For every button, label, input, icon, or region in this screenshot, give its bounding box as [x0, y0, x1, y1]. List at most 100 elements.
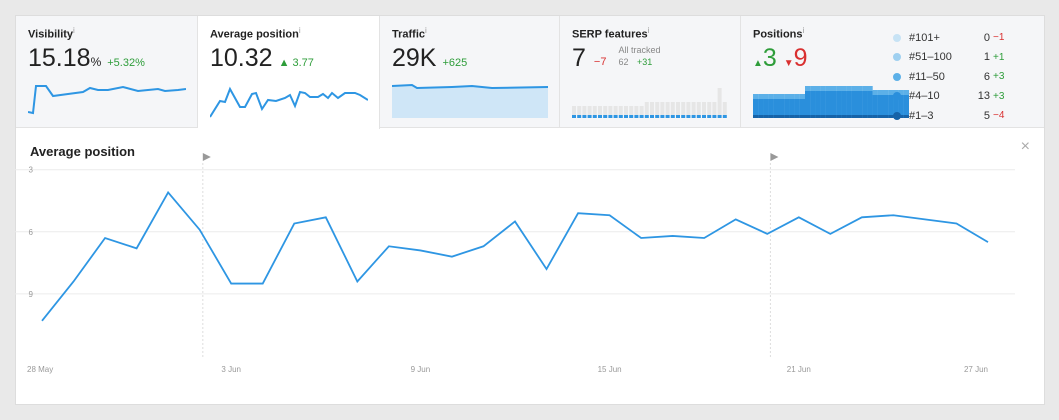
serp-bar-tracked	[712, 115, 717, 118]
card-title: Visibilityi	[28, 26, 75, 41]
y-tick-label: 9	[29, 290, 34, 299]
serp-bar	[587, 106, 592, 115]
serp-bar	[691, 102, 696, 115]
traffic-card[interactable]: Traffici 29K +625	[380, 16, 560, 128]
info-icon[interactable]: i	[73, 26, 75, 35]
legend-label: #101+	[909, 31, 940, 44]
dashboard-panel: Visibilityi 15.18% +5.32% Average positio…	[15, 15, 1045, 405]
positions-bar-4-10	[831, 91, 837, 118]
visibility-card[interactable]: Visibilityi 15.18% +5.32%	[16, 16, 198, 128]
positions-bar-1-3	[872, 115, 878, 118]
close-icon[interactable]: ×	[1020, 138, 1030, 155]
up-arrow-icon: ▲	[753, 57, 763, 69]
positions-bar-1-3	[820, 115, 826, 118]
positions-bar-4-10	[903, 95, 909, 118]
serp-bar	[629, 106, 634, 115]
legend-dot-icon	[893, 53, 901, 62]
positions-bar-1-3	[883, 115, 889, 118]
serp-bar-tracked	[644, 115, 649, 118]
positions-bar-1-3	[888, 115, 894, 118]
positions-bar-1-3	[773, 115, 780, 118]
positions-bar-4-10	[877, 95, 884, 118]
legend-value: 5	[983, 109, 990, 122]
positions-bar-4-10	[836, 91, 842, 118]
positions-bar-4-10	[758, 99, 764, 118]
positions-bar-1-3	[758, 115, 764, 118]
legend-item[interactable]: #1–3 5 −4	[893, 106, 1013, 126]
all-tracked-label: All tracked	[618, 44, 661, 55]
serp-features-card[interactable]: SERP featuresi 7 −7 All tracked 62 +31	[560, 16, 741, 128]
positions-bar-4-10	[893, 95, 899, 118]
positions-bar-1-3	[846, 115, 852, 118]
data-point	[166, 190, 170, 194]
positions-bar-4-10	[888, 95, 894, 118]
legend-item[interactable]: #51–100 1 +1	[893, 48, 1013, 68]
data-point	[72, 279, 76, 283]
serp-bar	[624, 106, 628, 115]
legend-dot-icon	[893, 92, 901, 101]
serp-bar-tracked	[676, 115, 680, 118]
positions-bar-4-10	[862, 91, 868, 118]
info-icon[interactable]: i	[298, 26, 301, 35]
data-point	[355, 279, 359, 283]
serp-bar	[634, 106, 639, 115]
series-line	[41, 190, 989, 322]
positions-bar-1-3	[815, 115, 821, 118]
data-point	[734, 217, 738, 221]
data-point	[860, 215, 864, 219]
visibility-value: 15.18	[28, 43, 91, 72]
data-point	[135, 246, 139, 250]
positions-bar-4-10	[789, 99, 795, 118]
legend-label: #4–10	[909, 90, 940, 103]
serp-value: 7	[572, 43, 586, 72]
visibility-sparkline	[28, 85, 186, 115]
card-title: Traffici	[392, 26, 427, 41]
legend-item[interactable]: #4–10 13 +3	[893, 87, 1013, 107]
data-point	[324, 215, 328, 219]
annotation-flag-icon[interactable]	[770, 153, 779, 161]
serp-bar	[582, 106, 587, 115]
legend-item[interactable]: #11–50 6 +3	[893, 67, 1013, 87]
serp-bar	[717, 88, 722, 115]
serp-bar-tracked	[717, 115, 722, 118]
positions-bar-4-10	[805, 91, 811, 118]
avg-position-delta: ▲ 3.77	[278, 56, 314, 69]
positions-bar-4-10	[810, 91, 816, 118]
info-icon[interactable]: i	[647, 26, 650, 35]
positions-bar-1-3	[789, 115, 795, 118]
legend-label: #51–100	[909, 51, 952, 64]
positions-bar-4-10	[898, 95, 904, 118]
legend-dot-icon	[893, 72, 901, 81]
serp-bar	[639, 106, 644, 115]
legend-delta: −1	[993, 32, 1005, 44]
legend-label: #1–3	[909, 109, 934, 122]
positions-bar-4-10	[815, 91, 821, 118]
data-point	[828, 232, 832, 236]
positions-bar-1-3	[763, 115, 769, 118]
legend-delta: −4	[993, 110, 1005, 122]
serp-bar-tracked	[707, 115, 712, 118]
y-tick-label: 6	[29, 228, 34, 237]
serp-bar	[702, 102, 706, 115]
average-position-card[interactable]: Average positioni 10.32 ▲ 3.77	[198, 16, 380, 129]
legend-value: 0	[983, 31, 990, 44]
info-icon[interactable]: i	[802, 26, 805, 35]
y-tick-label: 3	[29, 166, 34, 175]
serp-bar	[613, 106, 618, 115]
serp-bar-tracked	[629, 115, 634, 118]
info-icon[interactable]: i	[425, 26, 427, 35]
positions-card[interactable]: Positionsi ▲3 ▼9 #101+ 0 −1 #51–100 1 +1 #11–5…	[741, 16, 1044, 128]
positions-bar-4-10	[779, 99, 785, 118]
serp-bar-tracked	[696, 115, 701, 118]
legend-item[interactable]: #101+ 0 −1	[893, 28, 1013, 48]
positions-bar-1-3	[836, 115, 842, 118]
positions-bar-4-10	[867, 91, 873, 118]
card-title: SERP featuresi	[572, 26, 650, 41]
data-point	[229, 282, 233, 286]
annotation-flag-icon[interactable]	[202, 153, 211, 161]
x-tick-label: 28 May	[27, 365, 53, 374]
x-tick-label: 3 Jun	[221, 365, 241, 374]
data-point	[418, 248, 422, 252]
serp-bar-tracked	[650, 115, 654, 118]
serp-bar	[603, 106, 608, 115]
